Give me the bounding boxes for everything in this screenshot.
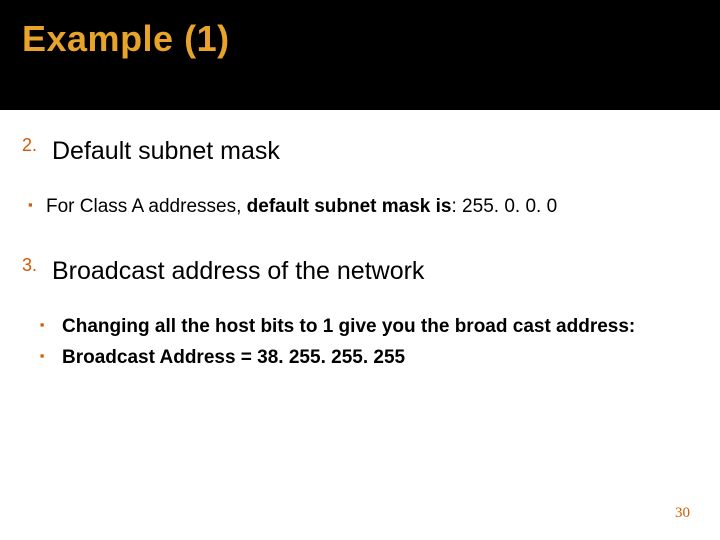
bullet-icon: ▪ <box>28 194 46 212</box>
slide-title: Example (1) <box>22 18 698 60</box>
sub-item-3a: ▪ Changing all the host bits to 1 give y… <box>22 314 698 340</box>
list-number-2: 2. <box>22 135 52 156</box>
list-number-3: 3. <box>22 255 52 276</box>
bullet-icon: ▪ <box>22 314 62 332</box>
text-fragment-bold: default subnet mask is <box>247 196 452 217</box>
slide-content: 2. Default subnet mask ▪ For Class A add… <box>22 135 698 371</box>
list-item-3: 3. Broadcast address of the network <box>22 255 698 288</box>
sub-item-3b-text: Broadcast Address = 38. 255. 255. 255 <box>62 345 405 371</box>
sub-item-3a-text: Changing all the host bits to 1 give you… <box>62 314 635 340</box>
page-number: 30 <box>675 505 690 522</box>
heading-default-subnet-mask: Default subnet mask <box>52 135 280 168</box>
heading-broadcast-address: Broadcast address of the network <box>52 255 424 288</box>
sub-item-3b: ▪ Broadcast Address = 38. 255. 255. 255 <box>22 345 698 371</box>
text-fragment: For Class A addresses, <box>46 196 247 217</box>
text-fragment: : 255. 0. 0. 0 <box>452 196 558 217</box>
sub-item-2a: ▪ For Class A addresses, default subnet … <box>22 194 698 220</box>
list-item-2: 2. Default subnet mask <box>22 135 698 168</box>
title-band: Example (1) <box>0 0 720 110</box>
sub-item-2a-text: For Class A addresses, default subnet ma… <box>46 194 557 220</box>
bullet-icon: ▪ <box>22 345 62 363</box>
